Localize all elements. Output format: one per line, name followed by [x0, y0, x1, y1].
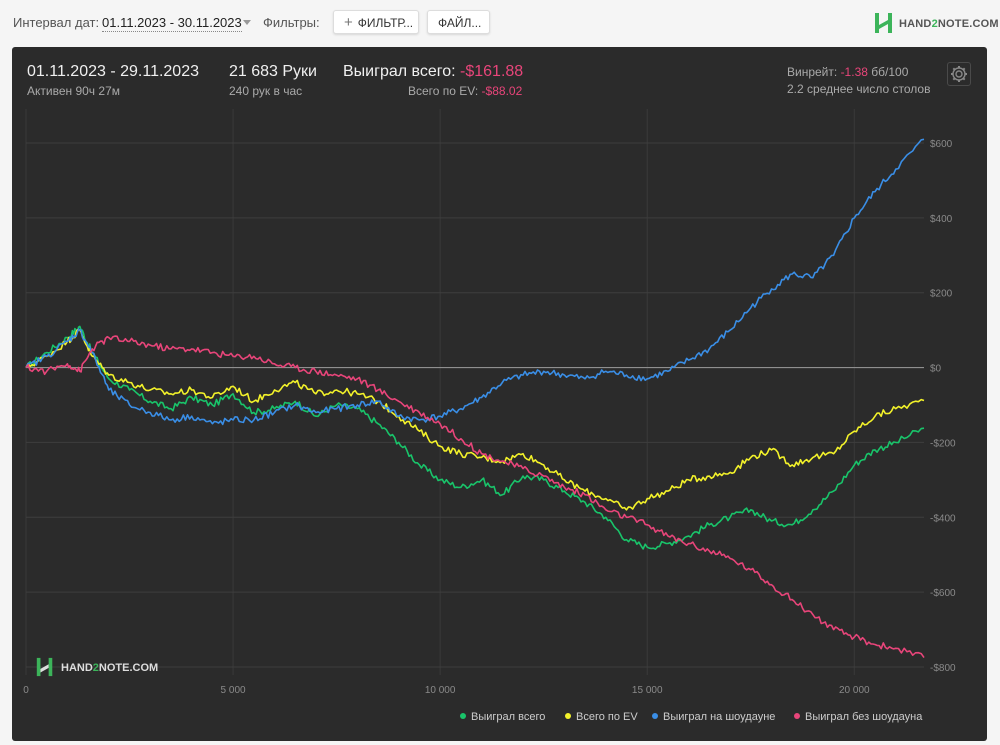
winrate-label: Винрейт:	[787, 65, 838, 79]
legend-dot	[794, 713, 800, 719]
y-tick-label: $400	[930, 214, 953, 225]
results-chart[interactable]: 0 5 000 10 000 15 000 20 000 $600 $400 $200 $0 -$…	[12, 47, 987, 741]
settings-button[interactable]	[947, 62, 971, 86]
series-line-3[interactable]	[25, 335, 925, 659]
winrate: Винрейт: -1.38 бб/100	[787, 65, 908, 79]
total-won: Выиграл всего: -$161.88	[343, 63, 523, 81]
legend-dot	[652, 713, 658, 719]
y-tick-label: -$600	[930, 588, 956, 599]
average-tables: 2.2 среднее число столов	[787, 82, 931, 96]
add-filter-label: ФИЛЬТР...	[357, 16, 414, 30]
y-tick-label: $0	[930, 364, 942, 375]
date-interval-value[interactable]: 01.11.2023 - 30.11.2023	[102, 15, 242, 32]
total-ev: Всего по EV: -$88.02	[408, 84, 522, 98]
chart-tick-labels: 0 5 000 10 000 15 000 20 000 $600 $400 $200 $0 -$…	[23, 139, 956, 696]
series-line-1[interactable]	[25, 329, 925, 511]
legend-item-non-showdown[interactable]: Выиграл без шоудауна	[794, 711, 922, 723]
watermark-text: HAND2NOTE.COM	[61, 662, 159, 674]
filters-label: Фильтры:	[263, 15, 320, 30]
total-ev-label: Всего по EV:	[408, 84, 479, 98]
series-line-0[interactable]	[25, 325, 925, 550]
top-toolbar: Интервал дат: 01.11.2023 - 30.11.2023 Фи…	[0, 0, 1000, 46]
period-value: 01.11.2023 - 29.11.2023	[27, 63, 199, 80]
total-won-label: Выиграл всего:	[343, 63, 456, 80]
date-interval-label: Интервал дат:	[13, 15, 100, 30]
hands-per-hour: 240 рук в час	[229, 84, 303, 98]
chart-panel: 0 5 000 10 000 15 000 20 000 $600 $400 $200 $0 -$…	[12, 47, 987, 741]
chart-grid	[25, 109, 924, 675]
brand-name: HAND2NOTE.COM	[899, 18, 999, 30]
h2n-logo-icon	[875, 13, 892, 33]
x-tick-label: 15 000	[632, 685, 663, 696]
legend-item-won-total[interactable]: Выиграл всего	[460, 711, 545, 723]
y-tick-label: -$200	[930, 438, 956, 449]
gear-icon	[951, 66, 967, 82]
y-tick-label: -$400	[930, 513, 956, 524]
y-tick-label: -$800	[930, 663, 956, 674]
y-tick-label: $200	[930, 289, 953, 300]
file-button[interactable]: ФАЙЛ...	[427, 10, 490, 34]
hands-count: 21 683 Руки	[229, 63, 317, 80]
total-ev-value: -$88.02	[481, 84, 523, 98]
add-filter-button[interactable]: + ФИЛЬТР...	[333, 10, 419, 34]
total-won-value: -$161.88	[460, 63, 524, 80]
chart-series-lines	[25, 138, 925, 659]
x-tick-label: 5 000	[221, 685, 246, 696]
legend-item-ev-total[interactable]: Всего по EV	[565, 711, 638, 723]
h2n-watermark-icon	[36, 657, 53, 677]
y-tick-label: $600	[930, 139, 953, 150]
x-tick-label: 10 000	[425, 685, 456, 696]
legend-item-showdown[interactable]: Выиграл на шоудауне	[652, 711, 775, 723]
file-button-label: ФАЙЛ...	[438, 16, 482, 30]
active-time: Активен 90ч 27м	[27, 84, 120, 98]
winrate-value: -1.38	[840, 65, 868, 79]
x-tick-label: 20 000	[839, 685, 870, 696]
chevron-down-icon[interactable]	[243, 20, 251, 25]
plus-icon: +	[344, 14, 353, 31]
legend-dot	[460, 713, 466, 719]
winrate-unit: бб/100	[871, 65, 909, 79]
series-line-2[interactable]	[25, 138, 925, 426]
x-tick-label: 0	[23, 685, 29, 696]
legend-dot	[565, 713, 571, 719]
